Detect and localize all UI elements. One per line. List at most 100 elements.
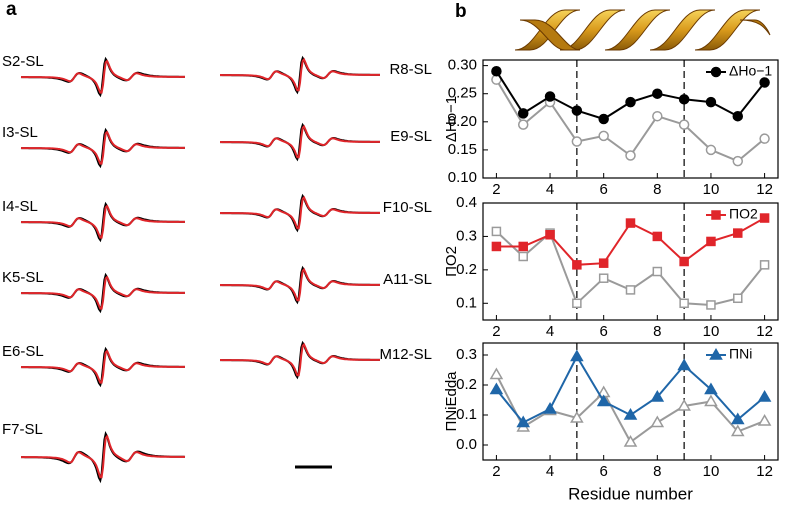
legend-label: ΠO2 <box>729 206 758 222</box>
x-tick-label: 6 <box>600 463 608 480</box>
marker <box>625 150 636 161</box>
marker <box>518 241 528 252</box>
marker <box>489 382 504 395</box>
spectrum-label: F10-SL <box>383 199 432 216</box>
spectrum-label: E6-SL <box>2 343 44 360</box>
marker <box>571 136 583 147</box>
plot-frame <box>482 342 779 461</box>
marker <box>759 260 770 270</box>
x-tick-label: 4 <box>546 181 554 198</box>
marker <box>732 110 744 122</box>
spectrum-label: S2-SL <box>2 53 44 70</box>
panel-label: a <box>6 0 17 20</box>
x-tick-label: 10 <box>703 181 720 198</box>
y-tick-label: 0.1 <box>456 406 477 423</box>
marker <box>571 105 583 116</box>
marker <box>518 251 528 262</box>
marker <box>623 408 638 420</box>
spectrum <box>20 59 185 94</box>
marker <box>759 213 770 223</box>
spectrum <box>220 124 380 159</box>
marker <box>706 300 716 310</box>
x-tick-label: 6 <box>600 181 608 198</box>
spectrum <box>20 349 185 384</box>
legend-marker <box>710 66 722 78</box>
y-axis-label: ΔHo−1 <box>443 96 460 142</box>
x-tick-label: 8 <box>653 463 661 480</box>
marker <box>544 91 556 102</box>
marker <box>572 298 582 309</box>
marker <box>517 119 529 130</box>
spectrum-label: F7-SL <box>2 421 43 438</box>
marker <box>733 293 743 304</box>
marker <box>677 358 691 371</box>
spectrum-label: E9-SL <box>390 128 432 145</box>
panel-label: b <box>455 1 467 22</box>
marker <box>625 218 636 228</box>
legend-label: ΔHo−1 <box>729 63 772 79</box>
x-axis-label: Residue number <box>568 484 693 503</box>
x-tick-label: 8 <box>653 323 661 340</box>
x-tick-label: 12 <box>756 181 773 198</box>
marker <box>652 88 663 99</box>
spectrum-label: I3-SL <box>2 124 38 141</box>
marker <box>704 382 718 395</box>
marker <box>650 415 665 428</box>
marker <box>545 230 555 240</box>
marker <box>652 110 663 122</box>
y-tick-label: 0.10 <box>448 169 477 186</box>
spectrum <box>20 275 185 310</box>
marker <box>570 411 584 423</box>
y-tick-label: 0.2 <box>456 376 477 393</box>
marker <box>572 260 582 270</box>
marker <box>543 402 557 414</box>
spectrum-label: K5-SL <box>2 269 44 286</box>
marker <box>705 96 717 108</box>
y-tick-label: 0.3 <box>456 227 477 244</box>
x-tick-label: 12 <box>756 323 773 340</box>
y-tick-label: 0.2 <box>456 261 477 278</box>
marker <box>757 414 772 426</box>
spectrum <box>220 195 380 230</box>
helix <box>514 9 771 51</box>
y-tick-label: 0.0 <box>456 436 477 453</box>
marker <box>730 412 745 425</box>
spectrum-label: I4-SL <box>2 198 38 215</box>
marker <box>625 285 636 295</box>
spectrum <box>20 204 185 239</box>
x-tick-label: 6 <box>600 323 608 340</box>
x-tick-label: 2 <box>492 463 500 480</box>
marker <box>677 399 691 411</box>
marker <box>679 256 689 267</box>
spectrum <box>220 57 380 92</box>
marker <box>598 258 609 268</box>
spectrum-label: R8-SL <box>389 61 432 78</box>
y-tick-label: 0.25 <box>448 85 477 102</box>
y-tick-label: 0.4 <box>456 194 477 211</box>
series-line <box>495 70 766 121</box>
x-tick-label: 2 <box>492 181 500 198</box>
marker <box>598 113 609 125</box>
spectrum-label: A11-SL <box>383 271 432 288</box>
marker <box>704 394 718 407</box>
marker <box>705 144 717 156</box>
spectrum <box>21 434 185 479</box>
marker <box>491 241 502 252</box>
y-tick-label: 0.1 <box>456 294 477 311</box>
spectrum <box>220 342 380 377</box>
y-tick-label: 0.30 <box>448 57 477 74</box>
marker <box>596 394 611 407</box>
series-line <box>495 79 766 163</box>
marker <box>570 349 584 362</box>
spectrum <box>20 130 185 165</box>
marker <box>598 130 609 142</box>
marker <box>678 119 690 130</box>
marker <box>733 228 743 238</box>
plot-frame <box>482 202 779 321</box>
spectrum <box>220 267 380 302</box>
x-tick-label: 12 <box>756 463 773 480</box>
marker <box>625 96 636 108</box>
x-tick-label: 10 <box>703 463 720 480</box>
marker <box>652 266 663 277</box>
